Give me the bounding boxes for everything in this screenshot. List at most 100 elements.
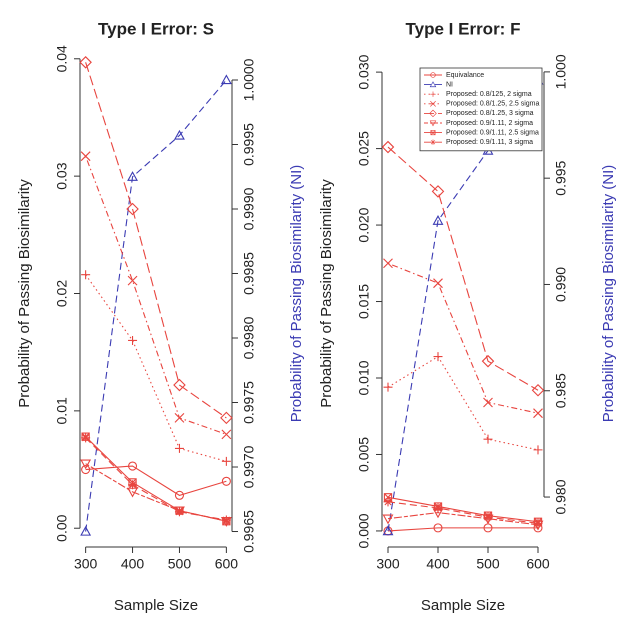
marker: [433, 523, 443, 533]
series-line: [85, 62, 227, 419]
legend-label: Proposed: 0.9/1.11, 2 sigma: [446, 120, 533, 127]
y2-tick-label: 0.9975: [241, 381, 257, 424]
marker: [483, 397, 493, 408]
marker: [127, 171, 138, 181]
marker: [174, 443, 184, 453]
legend-label: Proposed: 0.8/125, 2 sigma: [446, 91, 532, 98]
y2-tick-label: 0.995: [553, 160, 569, 195]
marker: [431, 185, 445, 198]
legend-label: Proposed: 0.9/1.11, 3 sigma: [446, 139, 533, 146]
y-tick-label: 0.030: [356, 54, 372, 89]
marker: [221, 456, 231, 466]
marker: [432, 215, 444, 225]
x-tick-label: 400: [426, 556, 450, 572]
marker: [433, 278, 443, 289]
x-tick-label: 400: [121, 556, 145, 572]
marker: [381, 140, 395, 154]
y2-tick-label: 0.990: [553, 267, 569, 302]
legend-marker: [430, 72, 436, 78]
y-tick-label: 0.00: [54, 514, 70, 541]
y2-tick-label: 1.0000: [241, 58, 257, 101]
legend-label: Proposed: 0.8/1.25, 2.5 sigma: [446, 101, 539, 108]
series-line: [85, 463, 227, 522]
marker: [533, 408, 543, 419]
marker: [174, 129, 185, 140]
marker: [174, 507, 184, 517]
y-tick-label: 0.010: [356, 360, 372, 395]
y2-tick-label: 0.9985: [241, 252, 257, 295]
legend-marker: [430, 91, 436, 97]
y2-tick-label: 0.9970: [241, 445, 257, 488]
marker: [382, 525, 394, 536]
y2-tick-label: 1.000: [553, 54, 569, 89]
marker: [79, 56, 92, 69]
y2-tick-label: 0.9990: [241, 187, 257, 230]
marker: [81, 464, 91, 475]
marker: [80, 459, 92, 470]
x-axis-label: Sample Size: [421, 597, 505, 614]
y-tick-label: 0.02: [54, 280, 70, 307]
x-tick-label: 300: [376, 556, 400, 572]
series-line: [85, 437, 227, 521]
y2-tick-label: 0.985: [553, 373, 569, 408]
y-axis-label: Probability of Passing Biosimilarity: [16, 179, 33, 408]
legend-label: Equivalance: [446, 72, 484, 79]
series-line: [85, 79, 227, 532]
marker: [81, 270, 91, 280]
marker: [80, 525, 92, 536]
y-tick-label: 0.03: [54, 162, 70, 189]
marker: [174, 413, 185, 423]
marker: [531, 383, 545, 397]
series-line: [387, 527, 538, 532]
y-tick-label: 0.01: [54, 397, 70, 424]
marker: [382, 514, 394, 525]
marker: [221, 515, 231, 525]
legend-box: [419, 67, 543, 152]
series-line: [387, 496, 539, 523]
series-line: [387, 146, 539, 391]
marker: [80, 151, 91, 162]
y2-tick-label: 0.9980: [241, 316, 257, 359]
marker: [127, 275, 138, 286]
series-line: [387, 501, 539, 524]
y2-axis-label: Probability of Passing Biosimilarity (NI…: [600, 165, 617, 423]
legend-label: Proposed: 0.8/1.25, 3 sigma: [446, 110, 534, 117]
y-tick-label: 0.025: [356, 131, 372, 166]
legend-label: NI: [446, 81, 453, 88]
marker: [173, 378, 186, 392]
y2-axis-label: Probability of Passing Biosimilarity (NI…: [288, 165, 305, 423]
marker: [433, 503, 443, 513]
marker: [533, 445, 543, 455]
series-line: [85, 465, 227, 496]
marker: [128, 480, 138, 490]
legend-marker: [429, 120, 437, 127]
x-tick-label: 500: [168, 556, 192, 572]
x-tick-label: 600: [526, 556, 550, 572]
series-line: [387, 512, 539, 526]
y-tick-label: 0.04: [54, 45, 70, 72]
marker: [126, 202, 139, 216]
series-line: [387, 262, 539, 414]
marker: [127, 461, 138, 471]
y-tick-label: 0.000: [356, 513, 372, 548]
legend-marker: [429, 81, 437, 88]
marker: [533, 518, 543, 528]
marker: [383, 258, 393, 269]
x-tick-label: 300: [74, 556, 98, 572]
marker: [221, 476, 231, 486]
y2-tick-label: 0.9965: [241, 510, 257, 553]
y-tick-label: 0.020: [356, 207, 372, 242]
y2-tick-label: 0.980: [553, 479, 569, 514]
marker: [433, 352, 443, 362]
y-tick-label: 0.015: [356, 284, 372, 319]
marker: [128, 335, 138, 345]
chart-title: Type I Error: F: [406, 19, 521, 38]
series-line: [85, 155, 227, 435]
legend-marker: [430, 100, 436, 107]
series-line: [85, 274, 227, 462]
x-tick-label: 600: [215, 556, 239, 572]
marker: [220, 411, 233, 425]
legend-marker: [430, 139, 436, 145]
x-axis-label: Sample Size: [114, 597, 198, 614]
